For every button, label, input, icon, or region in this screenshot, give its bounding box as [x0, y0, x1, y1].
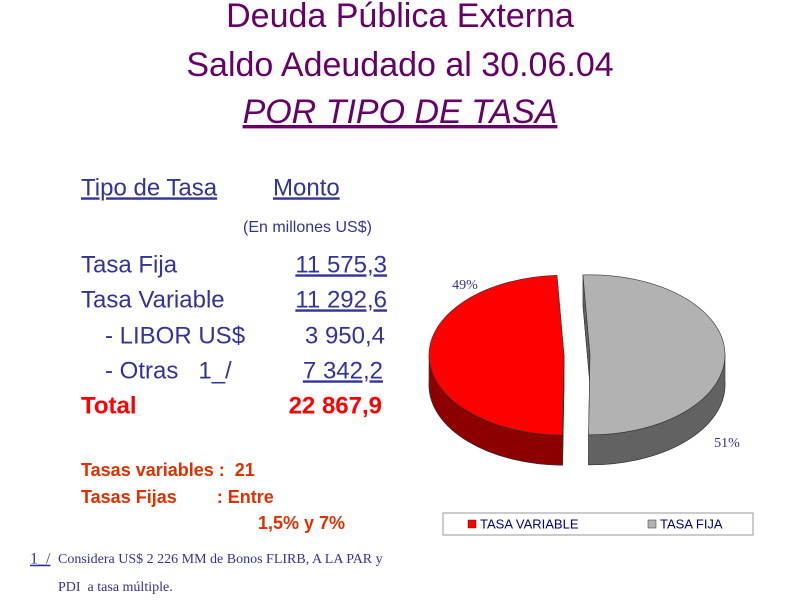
total-label: Total	[81, 392, 137, 419]
note: Tasas Fijas : Entre	[81, 487, 274, 507]
table-header: Tipo de Tasa	[81, 174, 218, 201]
data-label: 49%	[452, 278, 478, 293]
row-value: 11 575,3	[295, 251, 387, 278]
legend-label: TASA FIJA	[660, 516, 723, 531]
row-label: - LIBOR US$	[105, 322, 245, 349]
table-header: Monto	[273, 174, 340, 201]
row-label: Tasa Variable	[81, 286, 225, 313]
row-label: Tasa Fija	[81, 251, 178, 278]
title-line: POR TIPO DE TASA	[243, 93, 558, 131]
title-line: Saldo Adeudado al 30.06.04	[186, 46, 613, 84]
pie-slice	[428, 274, 565, 436]
row-value: 7 342,2	[303, 357, 383, 384]
footnote-marker: 1_/	[30, 551, 51, 568]
note: Tasas variables : 21	[81, 460, 255, 480]
legend-swatch	[467, 519, 477, 529]
data-label: 51%	[714, 436, 740, 451]
legend-swatch	[647, 519, 657, 529]
row-value: 3 950,4	[305, 322, 385, 349]
legend-label: TASA VARIABLE	[480, 516, 579, 531]
title-line: Deuda Pública Externa	[226, 0, 574, 35]
total-value: 22 867,9	[289, 392, 382, 419]
unit-note: (En millones US$)	[243, 219, 372, 236]
note: 1,5% y 7%	[258, 513, 345, 533]
pie-slice	[582, 274, 726, 436]
legend-box	[442, 512, 754, 536]
footnote-text: Considera US$ 2 226 MM de Bonos FLIRB, A…	[58, 552, 383, 567]
row-label: - Otras 1_/	[105, 357, 232, 384]
footnote-text: PDI a tasa múltiple.	[58, 580, 173, 595]
row-value: 11 292,6	[295, 286, 387, 313]
